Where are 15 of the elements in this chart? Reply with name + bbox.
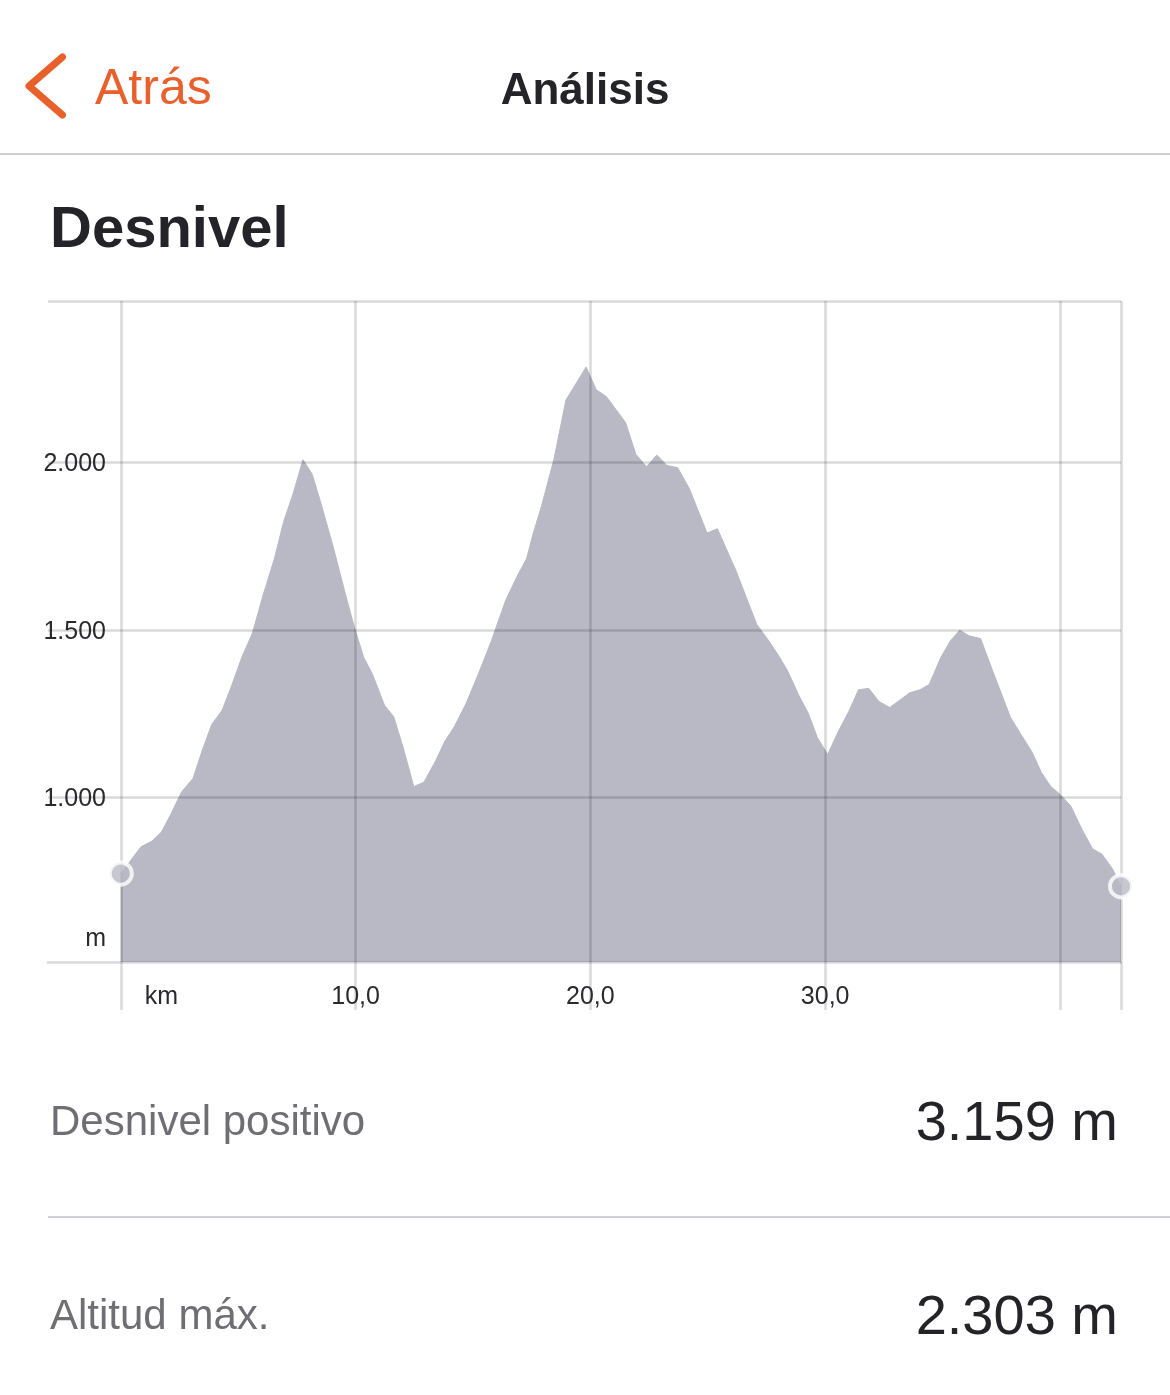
text: Altitud máx. <box>50 1291 270 1339</box>
y-axis-title: m <box>85 923 106 951</box>
y-tick-label: 1.000 <box>43 783 106 812</box>
y-tick-label: 2.000 <box>43 448 106 477</box>
text: Atrás <box>95 58 212 116</box>
text: Desnivel positivo <box>50 1097 366 1145</box>
chart-title: Desnivel <box>50 192 289 260</box>
x-tick-label: 20,0 <box>566 980 615 1009</box>
x-axis-title: km <box>144 980 179 1009</box>
x-tick-label: 10,0 <box>331 980 380 1009</box>
x-tick-label: 30,0 <box>800 980 850 1009</box>
y-tick-label: 1.500 <box>43 615 106 644</box>
text: Análisis <box>500 62 670 114</box>
text: 3.159 m <box>915 1089 1118 1153</box>
text: 2.303 m <box>915 1283 1118 1347</box>
